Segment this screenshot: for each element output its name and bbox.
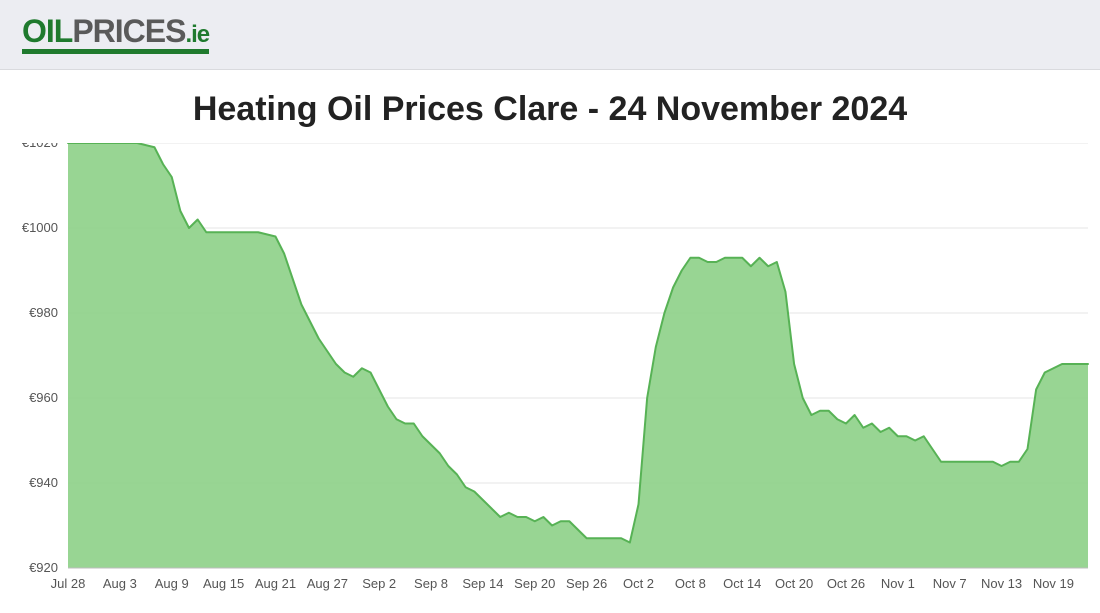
svg-text:Nov 1: Nov 1 (881, 576, 915, 591)
site-logo[interactable]: OILPRICES.ie (22, 15, 209, 54)
svg-text:€1000: €1000 (22, 220, 58, 235)
svg-text:Aug 9: Aug 9 (155, 576, 189, 591)
svg-text:Sep 2: Sep 2 (362, 576, 396, 591)
chart-svg: €920 €940 €960 €980 €1000 €1020 Jul 28 Aug 3 Aug… (0, 143, 1100, 613)
svg-text:Sep 26: Sep 26 (566, 576, 607, 591)
logo-text-prices: PRICES (72, 13, 185, 49)
svg-text:Jul 28: Jul 28 (51, 576, 86, 591)
svg-text:Aug 3: Aug 3 (103, 576, 137, 591)
svg-text:Aug 27: Aug 27 (307, 576, 348, 591)
svg-text:Sep 14: Sep 14 (462, 576, 503, 591)
svg-text:Oct 2: Oct 2 (623, 576, 654, 591)
svg-text:Nov 7: Nov 7 (933, 576, 967, 591)
svg-text:Nov 13: Nov 13 (981, 576, 1022, 591)
price-chart: €920 €940 €960 €980 €1000 €1020 Jul 28 Aug 3 Aug… (0, 143, 1100, 613)
chart-title: Heating Oil Prices Clare - 24 November 2… (0, 90, 1100, 129)
logo-text-oil: OIL (22, 13, 72, 49)
svg-text:Oct 8: Oct 8 (675, 576, 706, 591)
svg-text:€1020: €1020 (22, 143, 58, 150)
svg-text:Oct 26: Oct 26 (827, 576, 865, 591)
svg-text:Aug 21: Aug 21 (255, 576, 296, 591)
svg-text:€980: €980 (29, 305, 58, 320)
svg-text:€940: €940 (29, 475, 58, 490)
logo-text-ie: .ie (185, 21, 209, 48)
header-bar: OILPRICES.ie (0, 0, 1100, 70)
svg-text:Oct 20: Oct 20 (775, 576, 813, 591)
svg-text:Sep 20: Sep 20 (514, 576, 555, 591)
svg-text:Sep 8: Sep 8 (414, 576, 448, 591)
svg-text:Nov 19: Nov 19 (1033, 576, 1074, 591)
svg-text:Aug 15: Aug 15 (203, 576, 244, 591)
svg-text:Oct 14: Oct 14 (723, 576, 761, 591)
svg-text:€920: €920 (29, 560, 58, 575)
svg-text:€960: €960 (29, 390, 58, 405)
